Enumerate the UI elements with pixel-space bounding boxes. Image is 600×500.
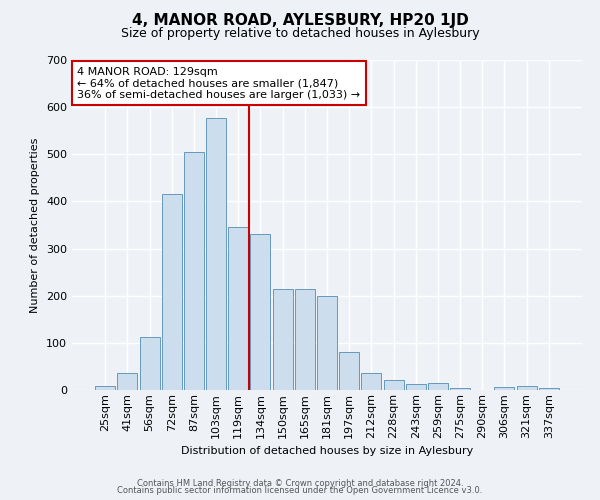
Bar	[539, 388, 559, 390]
Text: Contains HM Land Registry data © Crown copyright and database right 2024.: Contains HM Land Registry data © Crown c…	[137, 478, 463, 488]
Text: 4, MANOR ROAD, AYLESBURY, HP20 1JD: 4, MANOR ROAD, AYLESBURY, HP20 1JD	[131, 12, 469, 28]
Bar	[250, 234, 271, 390]
Bar	[361, 372, 382, 390]
Bar	[450, 388, 470, 390]
Text: 4 MANOR ROAD: 129sqm
← 64% of detached houses are smaller (1,847)
36% of semi-de: 4 MANOR ROAD: 129sqm ← 64% of detached h…	[77, 66, 360, 100]
Bar	[95, 386, 115, 390]
Bar	[494, 387, 514, 390]
Bar	[428, 384, 448, 390]
Bar	[517, 386, 536, 390]
Text: Contains public sector information licensed under the Open Government Licence v3: Contains public sector information licen…	[118, 486, 482, 495]
Bar	[339, 352, 359, 390]
Bar	[206, 118, 226, 390]
Text: Size of property relative to detached houses in Aylesbury: Size of property relative to detached ho…	[121, 28, 479, 40]
Bar	[162, 194, 182, 390]
Bar	[406, 384, 426, 390]
Bar	[317, 296, 337, 390]
Y-axis label: Number of detached properties: Number of detached properties	[31, 138, 40, 312]
Bar	[184, 152, 204, 390]
Bar	[228, 228, 248, 390]
X-axis label: Distribution of detached houses by size in Aylesbury: Distribution of detached houses by size …	[181, 446, 473, 456]
Bar	[383, 380, 404, 390]
Bar	[140, 336, 160, 390]
Bar	[118, 373, 137, 390]
Bar	[272, 288, 293, 390]
Bar	[295, 288, 315, 390]
